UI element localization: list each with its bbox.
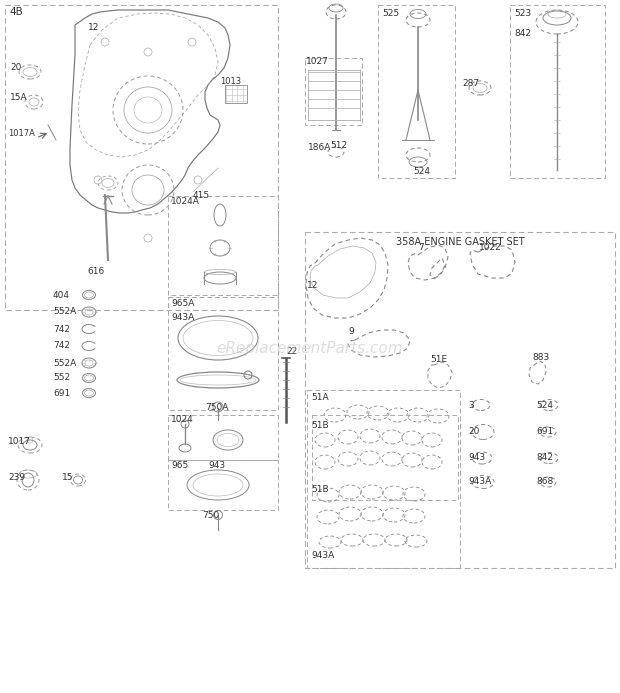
Text: 868: 868 [536, 477, 553, 486]
Text: 750A: 750A [205, 403, 228, 412]
Text: 1022: 1022 [479, 243, 502, 252]
Text: 20: 20 [468, 428, 479, 437]
Text: 15A: 15A [10, 94, 28, 103]
Text: 51B: 51B [311, 421, 329, 430]
Text: 51A: 51A [311, 392, 329, 401]
Text: 1027: 1027 [306, 58, 329, 67]
Text: 523: 523 [514, 8, 531, 17]
Text: 4B: 4B [9, 7, 23, 17]
Text: 842: 842 [514, 28, 531, 37]
Text: 552A: 552A [53, 358, 76, 367]
Text: 883: 883 [532, 353, 549, 362]
Text: 1024: 1024 [171, 416, 193, 425]
Text: 9: 9 [348, 328, 354, 337]
Text: 512: 512 [330, 141, 347, 150]
Text: eReplacementParts.com: eReplacementParts.com [216, 340, 404, 356]
Text: 750: 750 [202, 511, 219, 520]
Text: 943A: 943A [171, 313, 194, 322]
Text: 1013: 1013 [220, 78, 241, 87]
Text: 742: 742 [53, 342, 70, 351]
Text: 186A: 186A [308, 143, 331, 152]
Text: 524: 524 [413, 168, 430, 177]
Text: 943: 943 [208, 461, 225, 469]
Text: 691: 691 [53, 389, 70, 398]
Text: 1024A: 1024A [171, 198, 200, 207]
Text: 691: 691 [536, 428, 553, 437]
Text: 22: 22 [286, 347, 297, 356]
Text: 287: 287 [462, 78, 479, 87]
Text: 524: 524 [536, 401, 553, 410]
Text: 943: 943 [468, 453, 485, 462]
Text: 239: 239 [8, 473, 25, 482]
Text: 51E: 51E [430, 356, 447, 365]
Text: 7: 7 [418, 243, 423, 252]
Text: 842: 842 [536, 453, 553, 462]
Text: 51B: 51B [311, 486, 329, 495]
Text: 1017A: 1017A [8, 128, 35, 137]
Text: 15: 15 [62, 473, 74, 482]
Text: 1017: 1017 [8, 437, 31, 446]
Text: 20: 20 [10, 64, 21, 73]
Text: 552A: 552A [53, 308, 76, 317]
Text: 943A: 943A [468, 477, 491, 486]
Text: 12: 12 [88, 24, 99, 33]
Text: 404: 404 [53, 290, 70, 299]
Text: 616: 616 [87, 267, 104, 277]
Text: 965: 965 [171, 461, 188, 469]
Text: 415: 415 [193, 191, 210, 200]
Text: 742: 742 [53, 324, 70, 333]
Text: 965A: 965A [171, 299, 195, 308]
Text: 943A: 943A [311, 550, 334, 559]
Text: 552: 552 [53, 374, 70, 383]
Text: 12: 12 [307, 281, 319, 290]
Text: 3: 3 [468, 401, 474, 410]
Text: 358A ENGINE GASKET SET: 358A ENGINE GASKET SET [396, 237, 525, 247]
Text: 525: 525 [382, 8, 399, 17]
